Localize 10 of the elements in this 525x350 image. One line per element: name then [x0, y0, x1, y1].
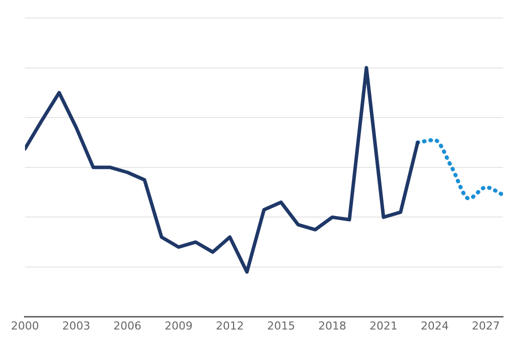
- x-tick-label: 2006: [113, 319, 142, 332]
- x-tick-label: 2018: [318, 319, 346, 332]
- x-tick-label: 2027: [472, 319, 500, 332]
- x-tick-label: 2015: [267, 319, 296, 332]
- x-tick-label: 2021: [370, 319, 398, 332]
- x-tick-label: 2009: [164, 319, 193, 332]
- x-tick-label: 2024: [420, 319, 449, 332]
- x-tick-label: 2003: [62, 319, 90, 332]
- x-tick-label: 2000: [10, 319, 39, 332]
- x-tick-label: 2012: [216, 319, 244, 332]
